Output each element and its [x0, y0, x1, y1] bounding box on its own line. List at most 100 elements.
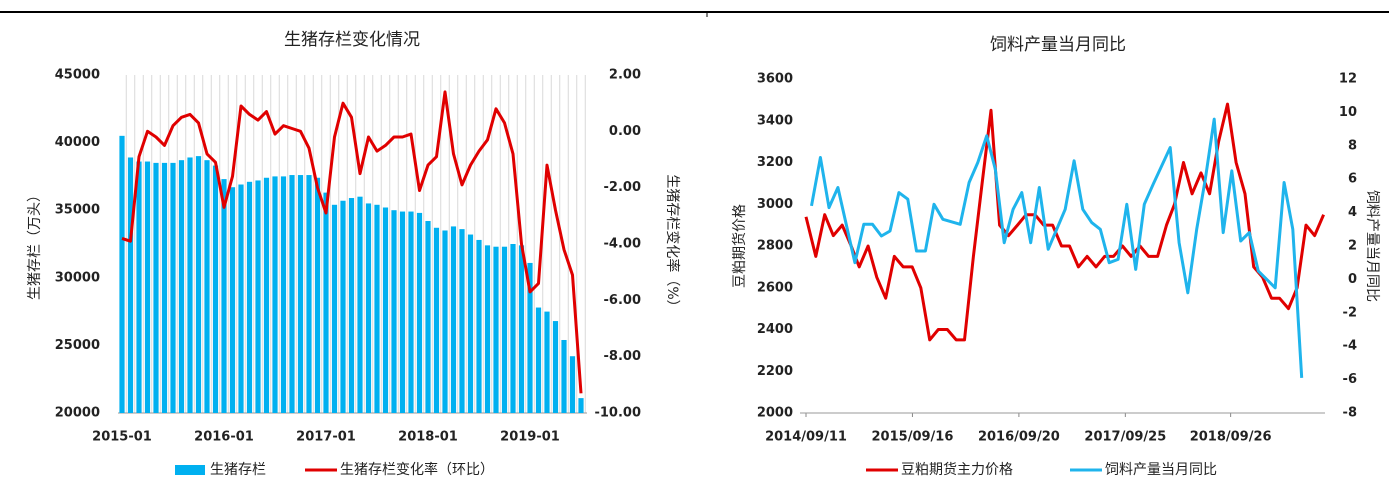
bar — [399, 211, 406, 413]
bar — [433, 227, 440, 413]
bar — [510, 244, 516, 413]
y2-tick-label: 10 — [1339, 105, 1357, 120]
y-tick-label: 35000 — [55, 203, 100, 218]
bar — [484, 245, 491, 413]
x-tick-label: 2018-01 — [398, 430, 458, 445]
bar — [501, 246, 508, 413]
bar — [136, 161, 142, 413]
y2-tick-label: 0.00 — [609, 124, 641, 139]
y2-tick-label: -6 — [1343, 372, 1357, 387]
y-tick-label: 45000 — [55, 68, 100, 83]
bar — [170, 162, 176, 413]
y2-tick-label: 2 — [1348, 239, 1357, 254]
y-tick-label: 3000 — [757, 197, 793, 212]
x-tick-label: 2018/09/26 — [1190, 430, 1272, 445]
y2-tick-label: -4 — [1343, 339, 1357, 354]
legend-label: 饲料产量当月同比 — [1105, 462, 1217, 478]
bar — [569, 356, 576, 413]
bar — [442, 230, 448, 413]
y2-tick-label: -10.00 — [594, 406, 641, 421]
bar — [314, 177, 321, 413]
y-tick-label: 3400 — [757, 113, 793, 128]
y-tick-label: 2800 — [757, 239, 793, 254]
legend-label: 生猪存栏 — [210, 462, 266, 478]
bar — [408, 211, 414, 413]
x-tick-label: 2017-01 — [296, 430, 356, 445]
bar — [187, 157, 193, 413]
bar — [578, 398, 584, 413]
y2-tick-label: -2.00 — [604, 180, 641, 195]
bar — [272, 176, 278, 413]
bar — [425, 221, 431, 413]
bar — [365, 203, 372, 413]
bar — [493, 246, 499, 413]
bar — [204, 160, 210, 413]
legend-swatch — [175, 465, 205, 475]
bar — [280, 176, 287, 413]
x-tick-label: 2017/09/25 — [1084, 430, 1166, 445]
y-tick-label: 2600 — [757, 280, 793, 295]
bar — [161, 162, 168, 413]
bar — [340, 200, 346, 413]
x-tick-label: 2015-01 — [92, 430, 152, 445]
y2-tick-label: 0 — [1348, 272, 1357, 287]
bar — [263, 177, 270, 413]
y-tick-label: 25000 — [55, 338, 100, 353]
bar — [229, 187, 236, 413]
chart-title: 生猪存栏变化情况 — [284, 30, 420, 50]
bar — [535, 307, 542, 413]
bar — [476, 239, 482, 413]
bar — [552, 321, 559, 413]
y2-tick-label: -6.00 — [604, 293, 641, 308]
bar — [144, 161, 151, 413]
legend-label: 豆粕期货主力价格 — [901, 461, 1013, 478]
bar — [561, 339, 567, 413]
y-tick-label: 2000 — [757, 406, 793, 421]
bar — [178, 160, 185, 413]
bar — [212, 165, 219, 413]
bar — [527, 262, 533, 413]
y2-tick-label: 4 — [1348, 205, 1357, 220]
y2-tick-label: -2 — [1343, 305, 1357, 320]
bar — [357, 196, 363, 413]
bar — [255, 180, 261, 413]
y2-tick-label: -8.00 — [604, 349, 641, 364]
x-tick-label: 2019-01 — [500, 430, 560, 445]
x-tick-label: 2014/09/11 — [765, 430, 847, 445]
y2-tick-label: -4.00 — [604, 237, 641, 252]
line-series — [810, 117, 1304, 378]
bar — [153, 162, 159, 413]
bar — [450, 226, 457, 413]
y-tick-label: 3600 — [757, 72, 793, 87]
y-tick-label: 2200 — [757, 364, 793, 379]
bar — [518, 245, 525, 413]
bar — [306, 175, 312, 413]
bar — [374, 204, 380, 413]
bar — [127, 157, 134, 413]
y2-tick-label: 12 — [1339, 72, 1357, 87]
chart-title: 饲料产量当月同比 — [990, 35, 1126, 55]
y2-axis-label: 生猪存栏变化率（%） — [664, 174, 681, 313]
y2-tick-label: 2.00 — [609, 68, 641, 83]
bar — [467, 234, 474, 413]
y-tick-label: 20000 — [55, 406, 100, 421]
bar — [238, 184, 244, 413]
bar — [246, 181, 253, 413]
y-tick-label: 3200 — [757, 155, 793, 170]
bar — [195, 156, 202, 413]
y2-tick-label: 8 — [1348, 138, 1357, 153]
bar — [119, 135, 125, 413]
y2-tick-label: -8 — [1343, 406, 1357, 421]
y-tick-label: 40000 — [55, 135, 100, 150]
y2-axis-label: 饲料产量当月同比 — [1364, 190, 1380, 302]
bar — [416, 212, 423, 413]
line-series — [804, 102, 1325, 342]
y-axis-label: 豆粕期货价格 — [731, 204, 748, 288]
y-tick-label: 2400 — [757, 322, 793, 337]
y-tick-label: 30000 — [55, 270, 100, 285]
y2-tick-label: 6 — [1348, 172, 1357, 187]
bar — [391, 210, 397, 413]
legend-label: 生猪存栏变化率（环比） — [340, 461, 494, 478]
x-tick-label: 2015/09/16 — [872, 430, 954, 445]
x-tick-label: 2016/09/20 — [978, 430, 1060, 445]
